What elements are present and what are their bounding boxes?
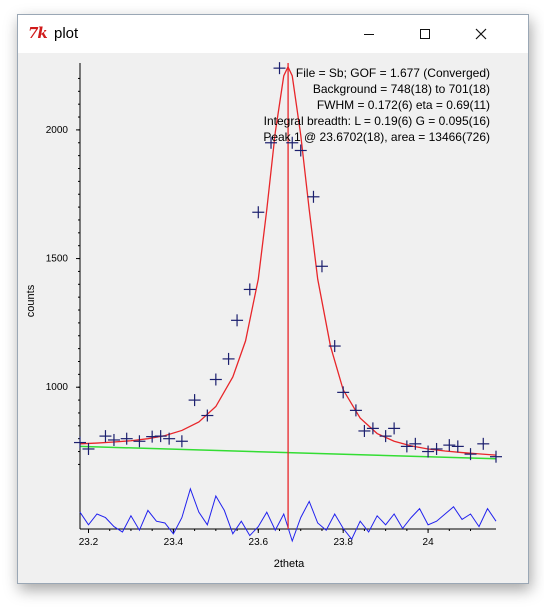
- 7k-logo-icon: 7k: [28, 24, 48, 42]
- data-point: [400, 440, 413, 453]
- data-point: [294, 144, 307, 157]
- x-axis-label: 2theta: [274, 558, 305, 570]
- y-tick-label: 1500: [46, 254, 69, 265]
- data-point: [265, 136, 278, 149]
- data-point: [451, 440, 464, 453]
- fit-info-line: File = Sb; GOF = 1.677 (Converged): [296, 66, 490, 80]
- data-point: [477, 437, 490, 450]
- data-point: [252, 206, 265, 219]
- data-point: [464, 448, 477, 461]
- data-point: [231, 314, 244, 327]
- title-bar[interactable]: 7k plot: [18, 15, 528, 53]
- data-point: [209, 373, 222, 386]
- data-point: [388, 422, 401, 435]
- data-point: [154, 430, 167, 443]
- data-point: [273, 62, 286, 75]
- data-point: [120, 432, 133, 445]
- data-point: [99, 430, 112, 443]
- data-point: [315, 260, 328, 273]
- data-point: [243, 283, 256, 296]
- data-point: [107, 433, 120, 446]
- fit-info-line: FWHM = 0.172(6) eta = 0.69(11): [317, 98, 490, 112]
- data-point: [409, 437, 422, 450]
- data-point: [201, 409, 214, 422]
- x-tick-label: 23.2: [79, 537, 99, 548]
- close-icon: [475, 28, 487, 40]
- x-tick-label: 23.6: [249, 537, 269, 548]
- plot-area: 1000 1500 2000 23.2 23.4 23.6 23.8 24 File = Sb…: [18, 53, 528, 583]
- data-point: [307, 190, 320, 203]
- data-point: [443, 439, 456, 452]
- y-tick-label: 2000: [46, 125, 69, 136]
- maximize-icon: [420, 29, 430, 39]
- data-point: [337, 386, 350, 399]
- data-point: [175, 435, 188, 448]
- x-tick-label: 23.4: [164, 537, 184, 548]
- y-axis-label: counts: [25, 284, 37, 317]
- data-point: [349, 404, 362, 417]
- y-tick-label: 1000: [46, 382, 69, 393]
- data-point: [133, 435, 146, 448]
- data-point: [366, 422, 379, 435]
- data-point: [222, 352, 235, 365]
- minimize-button[interactable]: [346, 15, 392, 53]
- data-point: [328, 340, 341, 353]
- data-point: [82, 442, 95, 455]
- fit-plot[interactable]: 1000 1500 2000 23.2 23.4 23.6 23.8 24 File = Sb…: [18, 53, 528, 583]
- plot-window: 7k plot 1000 1500 2000 23.2 23.4 23.6 23.8 24 F…: [17, 14, 529, 584]
- x-tick-label: 24: [423, 537, 435, 548]
- maximize-button[interactable]: [402, 15, 448, 53]
- data-point: [430, 442, 443, 455]
- close-button[interactable]: [458, 15, 504, 53]
- data-point: [163, 432, 176, 445]
- data-point: [286, 136, 299, 149]
- x-tick-label: 23.8: [333, 537, 353, 548]
- data-point: [490, 450, 502, 463]
- data-point: [74, 436, 86, 449]
- fit-info-line: Background = 748(18) to 701(18): [313, 82, 490, 96]
- fit-info-line: Peak 1 @ 23.6702(18), area = 13466(726): [263, 130, 490, 144]
- window-title: plot: [54, 25, 79, 42]
- fit-info-line: Integral breadth: L = 0.19(6) G = 0.095(…: [264, 114, 490, 128]
- data-point: [358, 424, 371, 437]
- data-point: [422, 445, 435, 458]
- data-point: [188, 394, 201, 407]
- data-point: [379, 430, 392, 443]
- minimize-icon: [364, 33, 374, 35]
